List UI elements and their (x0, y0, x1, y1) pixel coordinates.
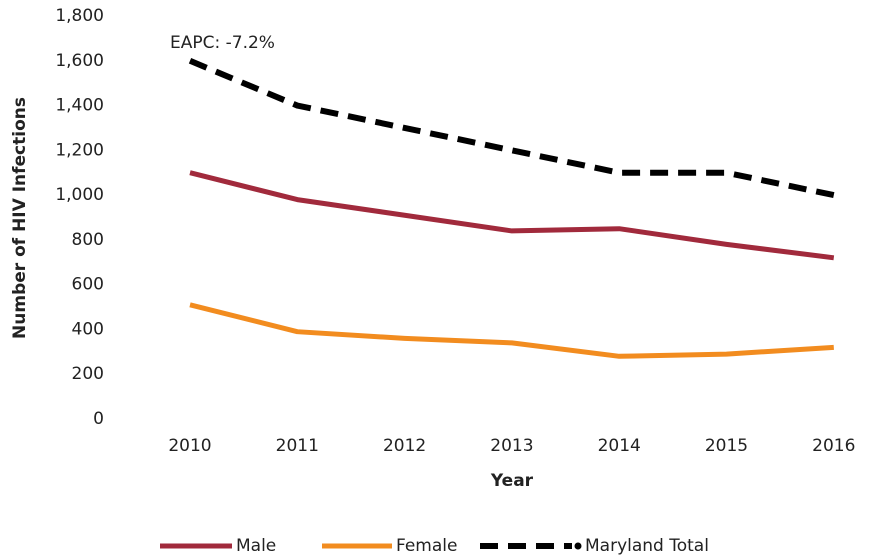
y-tick-label: 1,800 (55, 6, 104, 26)
y-axis-label: Number of HIV Infections (10, 97, 30, 339)
x-tick-label: 2014 (598, 436, 641, 456)
x-tick-label: 2012 (383, 436, 426, 456)
legend-label: Female (396, 536, 457, 556)
y-tick-label: 800 (72, 230, 104, 250)
series-line (189, 170, 835, 261)
y-tick-label: 1,000 (55, 185, 104, 205)
series-line (188, 58, 835, 199)
x-tick-label: 2016 (812, 436, 855, 456)
x-tick-label: 2010 (168, 436, 211, 456)
legend-dot (574, 542, 582, 550)
y-tick-label: 1,400 (55, 96, 104, 116)
legend-label: Male (236, 536, 276, 556)
y-tick-label: 1,600 (55, 51, 104, 71)
y-tick-label: 200 (72, 364, 104, 384)
y-tick-label: 0 (93, 409, 104, 429)
x-tick-label: 2013 (490, 436, 533, 456)
y-tick-label: 400 (72, 319, 104, 339)
x-axis-label: Year (490, 471, 534, 491)
annotation: EAPC: -7.2% (170, 33, 275, 53)
x-tick-label: 2015 (705, 436, 748, 456)
series-line (189, 302, 834, 359)
y-tick-label: 1,200 (55, 140, 104, 160)
x-tick-label: 2011 (276, 436, 319, 456)
legend-label: Maryland Total (585, 536, 709, 556)
y-tick-label: 600 (72, 275, 104, 295)
